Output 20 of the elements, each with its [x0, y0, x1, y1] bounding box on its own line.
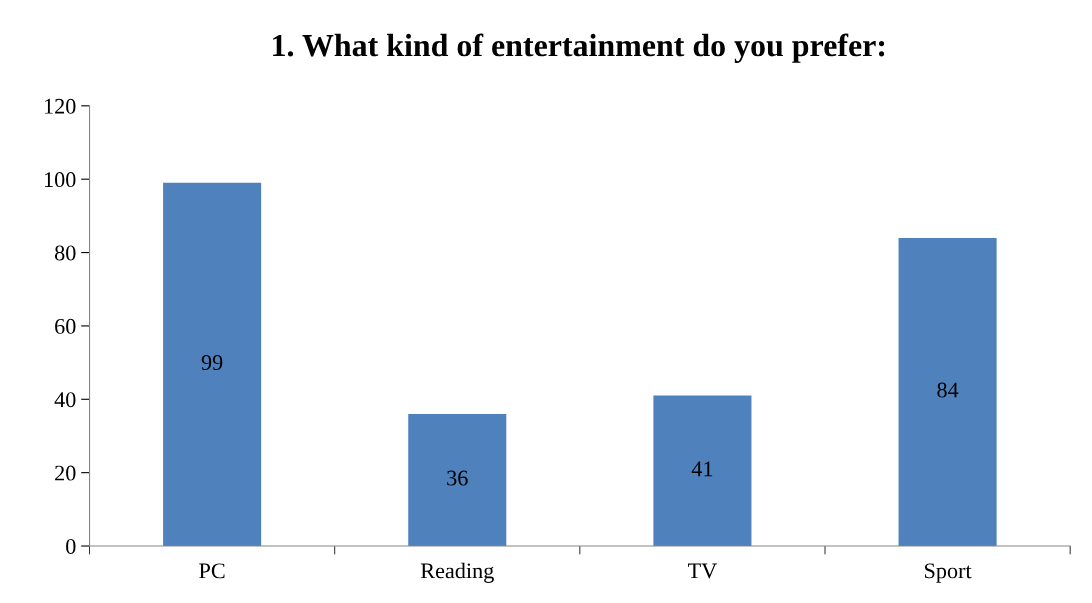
x-tick-label: TV — [688, 563, 717, 579]
x-tick-label: Sport — [924, 563, 972, 583]
bar — [163, 182, 262, 547]
bar — [408, 413, 507, 547]
y-tick-label: 0 — [66, 538, 76, 554]
data-label: 41 — [691, 461, 713, 477]
y-tick-label: 100 — [44, 172, 76, 188]
y-tick-label: 20 — [55, 465, 76, 481]
data-label: 99 — [201, 355, 223, 370]
y-tick-label: 40 — [54, 392, 76, 408]
bar — [898, 237, 997, 547]
data-label: 84 — [937, 382, 959, 398]
y-tick-label: 120 — [44, 98, 76, 114]
bar — [653, 395, 752, 547]
x-tick-label: PC — [199, 563, 225, 579]
y-tick-label: 80 — [54, 245, 76, 261]
x-tick-label: Reading — [420, 562, 494, 583]
chart-title: 1. What kind of entertainment do you prefer: — [273, 33, 885, 63]
data-label: 36 — [447, 470, 468, 486]
y-tick-label: 60 — [55, 318, 76, 334]
